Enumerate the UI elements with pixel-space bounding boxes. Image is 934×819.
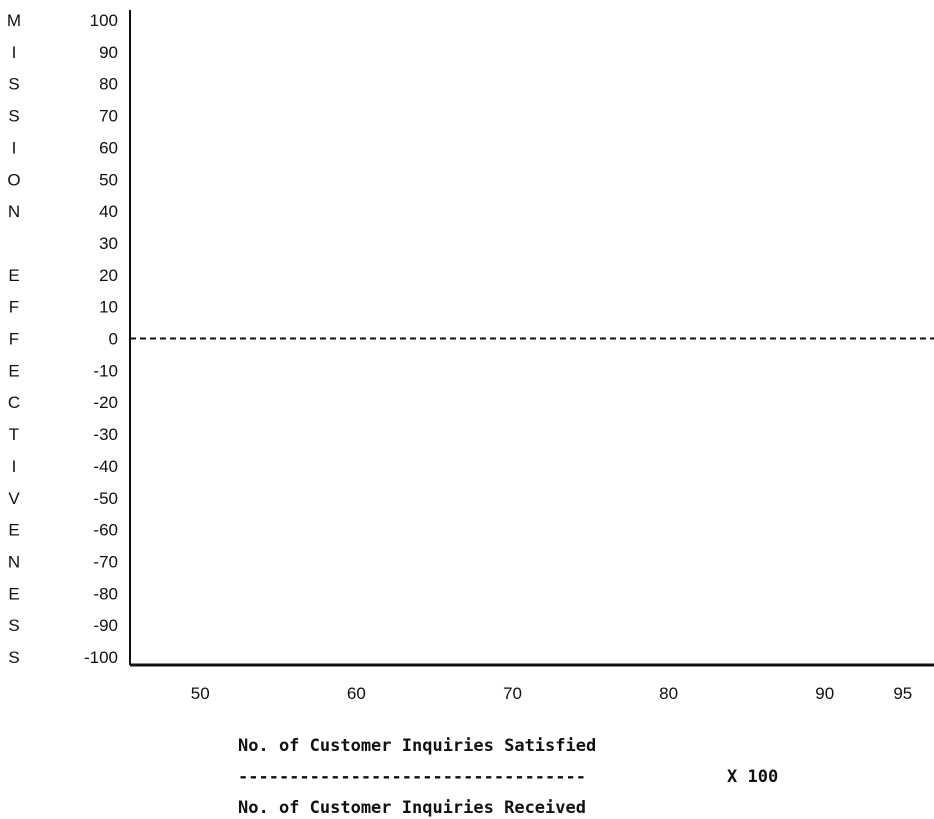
y-tick-label: 0 bbox=[109, 330, 118, 349]
y-tick-label: 40 bbox=[99, 202, 118, 221]
x-tick-label: 60 bbox=[347, 684, 366, 703]
y-tick-label: 30 bbox=[99, 234, 118, 253]
y-tick-label: -10 bbox=[93, 361, 118, 380]
y-tick-label: -100 bbox=[84, 648, 118, 667]
y-tick-label: -70 bbox=[93, 552, 118, 571]
y-axis-title-letter: S bbox=[8, 648, 19, 667]
y-axis-title-letter: S bbox=[8, 107, 19, 126]
x-tick-label: 80 bbox=[659, 684, 678, 703]
x-axis-denominator: No. of Customer Inquiries Received bbox=[238, 798, 586, 818]
x-tick-labels: 50 60 70 80 90 95 bbox=[191, 684, 912, 703]
x-axis-divider: ---------------------------------- bbox=[238, 767, 586, 787]
y-axis-title-letter: I bbox=[12, 457, 17, 476]
y-tick-label: 60 bbox=[99, 138, 118, 157]
y-axis-title-letter: E bbox=[8, 584, 19, 603]
y-axis-title-letter: S bbox=[8, 616, 19, 635]
x-tick-label: 90 bbox=[815, 684, 834, 703]
y-tick-label: -40 bbox=[93, 457, 118, 476]
x-tick-label: 95 bbox=[893, 684, 912, 703]
y-axis-title-letter: I bbox=[12, 43, 17, 62]
y-tick-label: -60 bbox=[93, 521, 118, 540]
y-tick-label: -30 bbox=[93, 425, 118, 444]
y-axis-title-letter: M bbox=[7, 11, 21, 30]
y-axis-title-letter: F bbox=[9, 298, 19, 317]
y-tick-label: -50 bbox=[93, 489, 118, 508]
y-axis-title-letter: E bbox=[8, 361, 19, 380]
x-axis-multiplier: X 100 bbox=[727, 767, 778, 787]
y-tick-labels: 1009080706050403020100-10-20-30-40-50-60… bbox=[84, 11, 118, 667]
y-tick-label: 70 bbox=[99, 107, 118, 126]
y-tick-label: -80 bbox=[93, 584, 118, 603]
x-axis-numerator: No. of Customer Inquiries Satisfied bbox=[238, 736, 596, 756]
y-axis-title-letter: N bbox=[8, 202, 20, 221]
y-tick-label: 20 bbox=[99, 266, 118, 285]
y-axis-title-letter: O bbox=[7, 170, 20, 189]
y-tick-label: 80 bbox=[99, 75, 118, 94]
x-tick-label: 70 bbox=[503, 684, 522, 703]
y-axis-title-letter: E bbox=[8, 521, 19, 540]
y-axis-title-letter: F bbox=[9, 330, 19, 349]
y-tick-label: 10 bbox=[99, 298, 118, 317]
y-axis-title-letter: E bbox=[8, 266, 19, 285]
y-tick-label: 90 bbox=[99, 43, 118, 62]
y-tick-label: -90 bbox=[93, 616, 118, 635]
y-axis-title-letter: N bbox=[8, 552, 20, 571]
y-tick-label: 50 bbox=[99, 170, 118, 189]
y-axis-title-letter: I bbox=[12, 138, 17, 157]
y-tick-label: 100 bbox=[90, 11, 118, 30]
x-tick-label: 50 bbox=[191, 684, 210, 703]
y-axis-title-letter: S bbox=[8, 75, 19, 94]
y-axis-title-letter: C bbox=[8, 393, 20, 412]
y-tick-label: -20 bbox=[93, 393, 118, 412]
y-axis-title-letter: T bbox=[9, 425, 19, 444]
y-axis-title-letter: V bbox=[8, 489, 20, 508]
